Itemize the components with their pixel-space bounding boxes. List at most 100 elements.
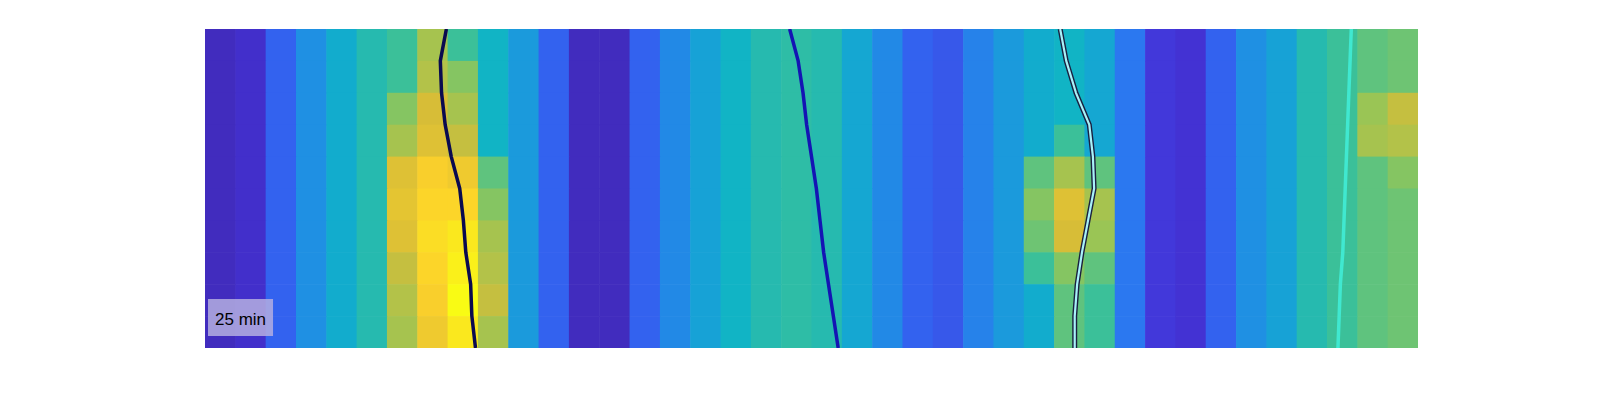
heatmap-cell <box>326 284 357 317</box>
heatmap-cell <box>539 93 570 126</box>
heatmap-cell <box>1388 189 1418 222</box>
heatmap-cell <box>1297 284 1328 317</box>
heatmap-cell <box>1054 316 1085 348</box>
heatmap-cell <box>1206 93 1237 126</box>
heatmap-cell <box>417 125 448 158</box>
heatmap-cell <box>842 125 873 158</box>
heatmap-cell <box>872 252 903 284</box>
heatmap-cell <box>812 284 843 317</box>
heatmap-cell <box>1206 284 1237 317</box>
heatmap-cell <box>690 284 721 317</box>
heatmap-cell <box>387 284 418 317</box>
heatmap-cell <box>1327 157 1358 190</box>
chart: 25 min <box>0 0 1600 400</box>
heatmap-cell <box>781 189 812 222</box>
heatmap-cell <box>721 29 752 62</box>
heatmap-cell <box>1024 316 1055 348</box>
heatmap-cell <box>1297 29 1328 62</box>
heatmap-cell <box>569 157 600 190</box>
heatmap-cell <box>842 189 873 222</box>
heatmap-cell <box>902 189 933 222</box>
heatmap-cell <box>902 93 933 126</box>
heatmap-cell <box>1297 157 1328 190</box>
heatmap-cell <box>448 29 479 62</box>
heatmap-cell <box>478 220 509 253</box>
heatmap-cell <box>1084 316 1115 348</box>
heatmap-cell <box>235 189 266 222</box>
heatmap-cell <box>902 284 933 317</box>
heatmap-cell <box>660 316 691 348</box>
heatmap-cell <box>539 220 570 253</box>
heatmap-cell <box>508 157 539 190</box>
heatmap-cell <box>296 29 327 62</box>
heatmap-cell <box>842 157 873 190</box>
heatmap-cell <box>963 284 994 317</box>
heatmap-cell <box>1024 252 1055 284</box>
heatmap-cell <box>539 125 570 158</box>
heatmap-cell <box>569 125 600 158</box>
heatmap-cell <box>1084 252 1115 284</box>
heatmap-cell <box>266 125 297 158</box>
heatmap-cell <box>872 61 903 94</box>
heatmap-cell <box>1115 93 1146 126</box>
heatmap-cell <box>1388 284 1418 317</box>
heatmap-cell <box>599 284 630 317</box>
heatmap-cell <box>417 157 448 190</box>
heatmap-cell <box>690 220 721 253</box>
heatmap-cell <box>296 61 327 94</box>
heatmap-cell <box>569 29 600 62</box>
heatmap-cell <box>1327 316 1358 348</box>
heatmap-cell <box>1145 125 1176 158</box>
heatmap-cell <box>326 29 357 62</box>
heatmap-cell <box>1175 220 1206 253</box>
heatmap-cell <box>902 316 933 348</box>
heatmap-cell <box>1357 29 1388 62</box>
heatmap-cell <box>326 61 357 94</box>
heatmap-cell <box>933 252 964 284</box>
heatmap-cell <box>326 316 357 348</box>
heatmap-cell <box>326 93 357 126</box>
heatmap-cell <box>1297 316 1328 348</box>
heatmap-cell <box>933 189 964 222</box>
heatmap-cell <box>1297 61 1328 94</box>
heatmap-cell <box>1145 284 1176 317</box>
heatmap-cell <box>751 61 782 94</box>
heatmap-cell <box>1327 61 1358 94</box>
heatmap-cell <box>781 61 812 94</box>
heatmap-cell <box>478 284 509 317</box>
heatmap-cell <box>235 157 266 190</box>
heatmap-cell <box>205 125 236 158</box>
heatmap-cell <box>1388 316 1418 348</box>
heatmap-cell <box>812 220 843 253</box>
heatmap-cell <box>539 157 570 190</box>
heatmap-cell <box>508 125 539 158</box>
heatmap-cell <box>1357 125 1388 158</box>
heatmap-cell <box>599 61 630 94</box>
heatmap-cell <box>1297 220 1328 253</box>
heatmap-cell <box>599 220 630 253</box>
heatmap-cell <box>326 125 357 158</box>
heatmap-cell <box>812 29 843 62</box>
heatmap-cell <box>1175 157 1206 190</box>
heatmap-cell <box>1327 284 1358 317</box>
heatmap-cell <box>1388 252 1418 284</box>
heatmap-cell <box>963 252 994 284</box>
heatmap-cell <box>1054 157 1085 190</box>
heatmap-cell <box>1236 61 1267 94</box>
heatmap-cell <box>1145 189 1176 222</box>
heatmap-cell <box>1024 61 1055 94</box>
heatmap-cell <box>842 220 873 253</box>
heatmap-cell <box>387 29 418 62</box>
track-outline <box>1060 29 1094 348</box>
heatmap-cell <box>993 125 1024 158</box>
heatmap-cell <box>205 29 236 62</box>
heatmap-cell <box>781 316 812 348</box>
heatmap-cell <box>508 252 539 284</box>
heatmap-cell <box>872 284 903 317</box>
heatmap-cell <box>326 220 357 253</box>
heatmap-cell <box>417 61 448 94</box>
heatmap-cell <box>1388 61 1418 94</box>
heatmap-cell <box>266 157 297 190</box>
heatmap-cells <box>205 29 1418 348</box>
heatmap-cell <box>1357 189 1388 222</box>
